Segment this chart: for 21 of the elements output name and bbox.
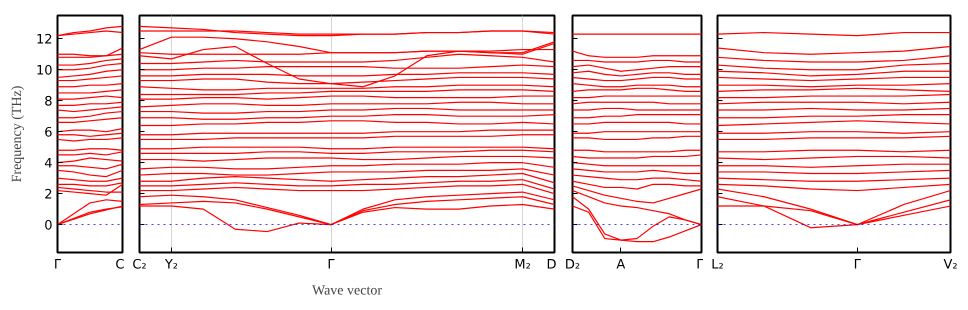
x-tick-label: Γ xyxy=(854,258,862,272)
x-tick-label: Y₂ xyxy=(164,258,178,272)
y-tick-label: 12 xyxy=(36,32,53,48)
y-tick-label: 10 xyxy=(36,64,53,79)
x-tick-label: L₂ xyxy=(711,258,724,272)
y-tick-label: 2 xyxy=(44,188,53,203)
x-tick-label: V₂ xyxy=(943,258,958,272)
x-tick-label: C xyxy=(115,258,124,272)
x-tick-label: D₂ xyxy=(564,258,580,272)
x-tick-label: D xyxy=(546,258,557,272)
x-axis-title: Wave vector xyxy=(312,284,382,298)
y-tick-label: 4 xyxy=(44,156,53,172)
x-tick-label: Γ xyxy=(327,258,336,272)
x-tick-label: C₂ xyxy=(132,258,147,272)
y-tick-label: 8 xyxy=(44,94,53,110)
x-tick-label: Γ xyxy=(54,258,62,272)
y-tick-label: 6 xyxy=(44,126,53,141)
y-tick-label: 0 xyxy=(44,218,53,234)
y-axis-title: Frequency (THz) xyxy=(10,85,25,182)
x-tick-label: M₂ xyxy=(514,258,531,272)
x-tick-label: A xyxy=(616,258,626,272)
